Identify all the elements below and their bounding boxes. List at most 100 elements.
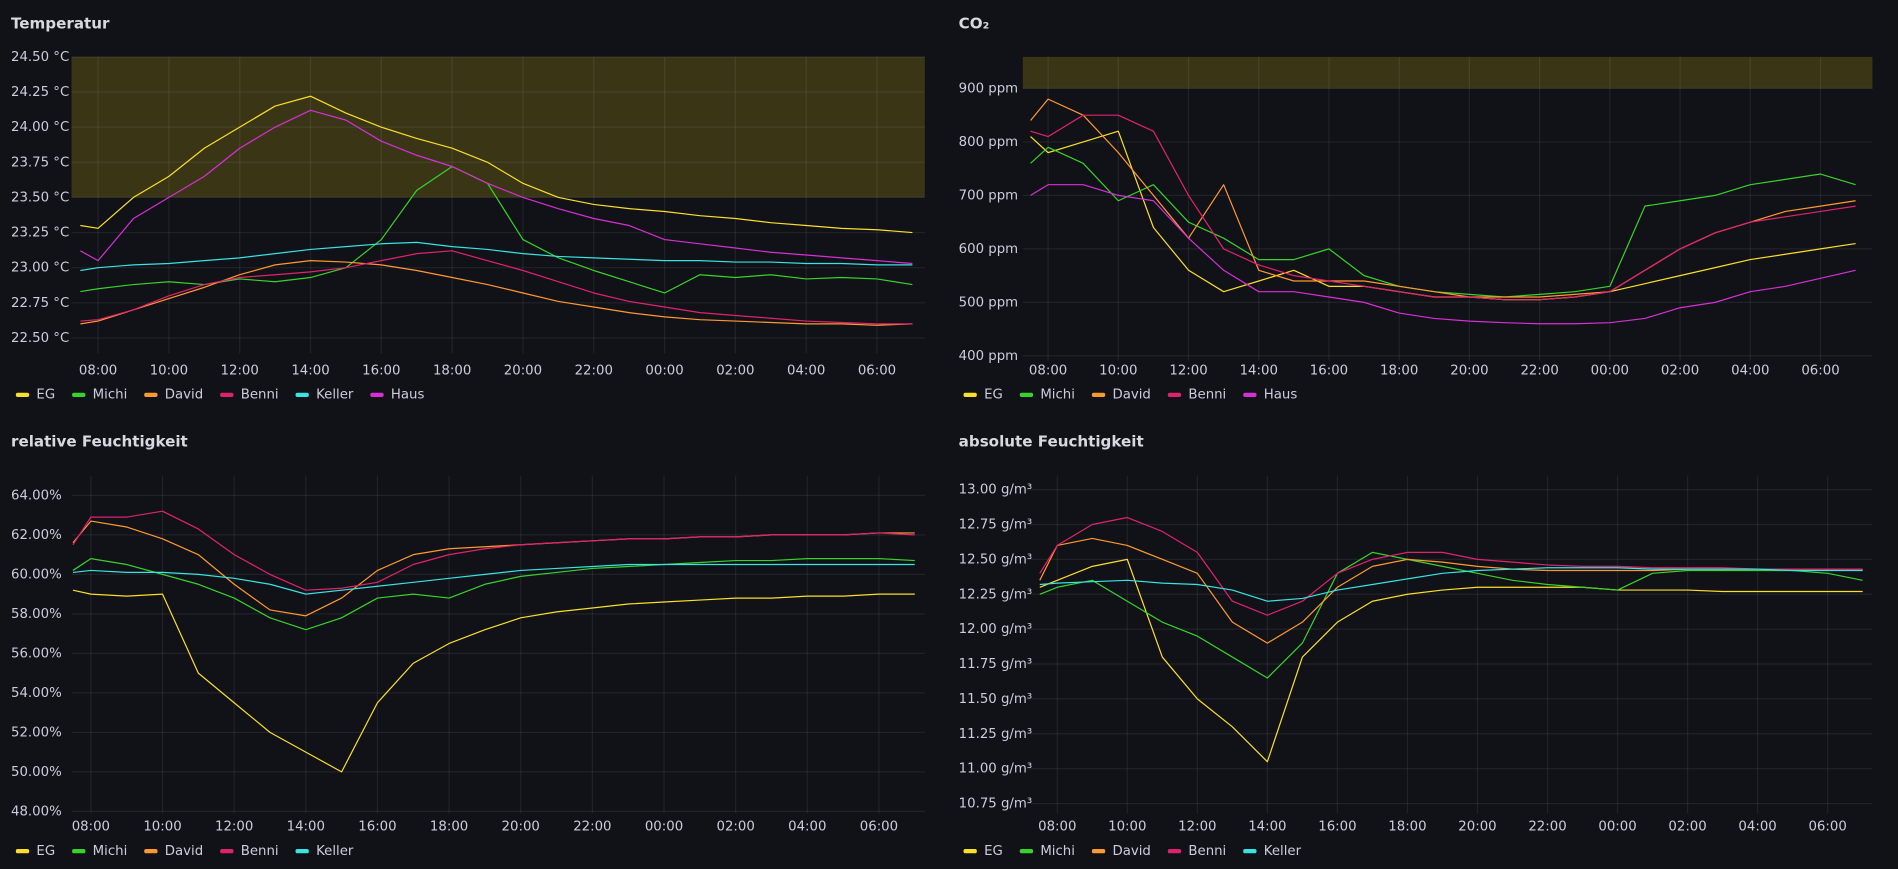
x-tick-label: 10:00 [143,820,181,835]
legend-swatch [1243,392,1257,397]
x-tick-label: 08:00 [1029,363,1067,378]
y-tick-label: 22.75 °C [11,296,69,311]
y-tick-label: 22.50 °C [11,331,69,346]
series-line [72,589,915,773]
x-tick-label: 20:00 [1450,363,1488,378]
x-tick-label: 08:00 [72,820,110,835]
y-tick-label: 600 ppm [959,242,1018,257]
x-tick-label: 20:00 [1458,820,1496,835]
series-line [80,260,913,326]
x-tick-label: 18:00 [430,820,468,835]
y-tick-label: 11.00 g/m³ [959,762,1033,777]
y-tick-label: 24.00 °C [11,120,69,135]
x-tick-label: 18:00 [1380,363,1418,378]
x-tick-label: 06:00 [1801,363,1839,378]
panel: relative Feuchtigkeit 48.00% 50.00% 52.00% 5… [11,432,925,859]
legend-swatch [1019,849,1034,854]
legend-label: David [1112,388,1150,403]
y-tick-label: 52.00% [11,725,62,740]
legend-swatch [370,392,384,397]
legend-swatch [295,849,309,854]
x-tick-label: 06:00 [1808,820,1846,835]
y-tick-label: 24.50 °C [11,50,69,65]
x-tick-label: 14:00 [291,363,329,378]
threshold-band [1022,56,1873,89]
legend-label: Benni [1188,388,1226,403]
legend-label: David [1112,844,1150,859]
y-tick-label: 700 ppm [959,188,1018,203]
x-tick-label: 04:00 [787,363,825,378]
x-tick-label: 12:00 [1169,363,1207,378]
x-tick-label: 06:00 [860,820,898,835]
legend-swatch [15,849,30,854]
x-tick-label: 22:00 [575,363,613,378]
legend-swatch [1019,392,1034,397]
x-tick-label: 14:00 [287,820,325,835]
x-tick-label: 04:00 [1738,820,1776,835]
series-line [80,241,913,272]
legend-label: David [165,844,203,859]
series-line [80,95,913,234]
x-tick-label: 06:00 [858,363,896,378]
legend-swatch [963,849,977,854]
x-tick-label: 18:00 [433,363,471,378]
x-tick-label: 16:00 [1318,820,1356,835]
x-tick-label: 18:00 [1388,820,1426,835]
y-tick-label: 11.25 g/m³ [959,727,1033,742]
legend-label: Michi [93,844,128,859]
x-tick-label: 02:00 [1661,363,1699,378]
x-tick-label: 16:00 [1310,363,1348,378]
series-line [1030,114,1856,301]
y-tick-label: 400 ppm [959,349,1018,364]
x-tick-label: 08:00 [1038,820,1076,835]
legend-label: EG [984,388,1003,403]
legend-label: David [165,388,203,403]
threshold-band [71,56,925,198]
x-tick-label: 22:00 [1520,363,1558,378]
panel: Temperatur 22.50 °C 22.75 °C 23.00 °C 23.25 … [11,15,925,403]
x-tick-label: 12:00 [1178,820,1216,835]
legend-label: Haus [1264,388,1298,403]
panel-title: Temperatur [11,15,110,33]
series-line [80,109,913,265]
panel-title: absolute Feuchtigkeit [959,432,1144,450]
x-tick-label: 08:00 [79,363,117,378]
series-line [72,557,915,631]
y-tick-label: 23.75 °C [11,155,69,170]
x-tick-label: 20:00 [502,820,540,835]
y-tick-label: 50.00% [11,765,62,780]
legend-swatch [72,849,86,854]
legend-label: Keller [316,388,354,403]
series-line [1039,567,1863,602]
y-tick-label: 800 ppm [959,135,1018,150]
x-tick-label: 00:00 [645,363,683,378]
x-tick-label: 14:00 [1248,820,1286,835]
x-tick-label: 20:00 [504,363,542,378]
y-tick-label: 48.00% [11,804,62,819]
series-line [1039,558,1863,763]
panel-title: CO₂ [959,15,990,33]
series-line [72,563,915,595]
x-tick-label: 00:00 [645,820,683,835]
x-tick-label: 16:00 [358,820,396,835]
y-tick-label: 60.00% [11,567,62,582]
x-tick-label: 12:00 [221,363,259,378]
x-tick-label: 00:00 [1598,820,1636,835]
y-tick-label: 62.00% [11,528,62,543]
legend-label: Benni [241,388,279,403]
y-tick-label: 23.50 °C [11,190,69,205]
legend-swatch [1243,849,1257,854]
series-line [1039,551,1863,679]
y-tick-label: 11.50 g/m³ [959,692,1033,707]
legend-swatch [15,392,30,397]
y-tick-label: 23.25 °C [11,226,69,241]
legend-label: Michi [1040,844,1075,859]
legend-swatch [1091,849,1106,854]
legend-swatch [1091,392,1106,397]
legend-label: Michi [93,388,128,403]
x-tick-label: 04:00 [1731,363,1769,378]
panel: CO₂ 400 ppm 500 ppm 600 ppm 700 ppm 800 ppm 90… [959,15,1873,403]
y-tick-label: 11.75 g/m³ [959,657,1033,672]
y-tick-label: 56.00% [11,646,62,661]
